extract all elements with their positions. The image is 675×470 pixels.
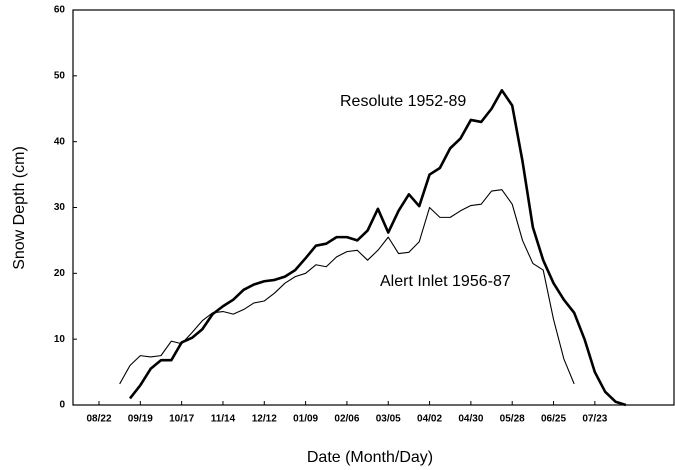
x-tick-label: 04/30 [458,414,483,425]
series-label: Alert Inlet 1956-87 [380,273,511,290]
x-tick-label: 01/09 [293,414,318,425]
x-tick-label: 06/25 [541,414,566,425]
x-tick-label: 02/06 [334,414,359,425]
series-label: Resolute 1952-89 [340,93,466,110]
x-tick-label: 03/05 [376,414,401,425]
y-tick-label: 60 [54,5,66,16]
x-axis-title: Date (Month/Day) [307,449,433,466]
x-tick-label: 07/23 [582,414,607,425]
y-tick-label: 30 [54,202,66,213]
y-tick-label: 20 [54,268,66,279]
x-tick-label: 12/12 [252,414,277,425]
series-line [128,89,627,407]
y-tick-label: 0 [59,400,65,411]
x-tick-label: 11/14 [211,414,236,425]
y-tick-label: 40 [54,136,66,147]
y-tick-label: 10 [54,334,66,345]
series-line [119,189,575,385]
x-tick-label: 05/28 [500,414,525,425]
x-tick-label: 08/22 [86,414,111,425]
x-tick-label: 04/02 [417,414,442,425]
y-tick-label: 50 [54,70,66,81]
x-tick-label: 09/19 [128,414,153,425]
y-axis-title: Snow Depth (cm) [11,146,28,270]
plot-frame [72,9,675,406]
x-tick-label: 10/17 [169,414,194,425]
